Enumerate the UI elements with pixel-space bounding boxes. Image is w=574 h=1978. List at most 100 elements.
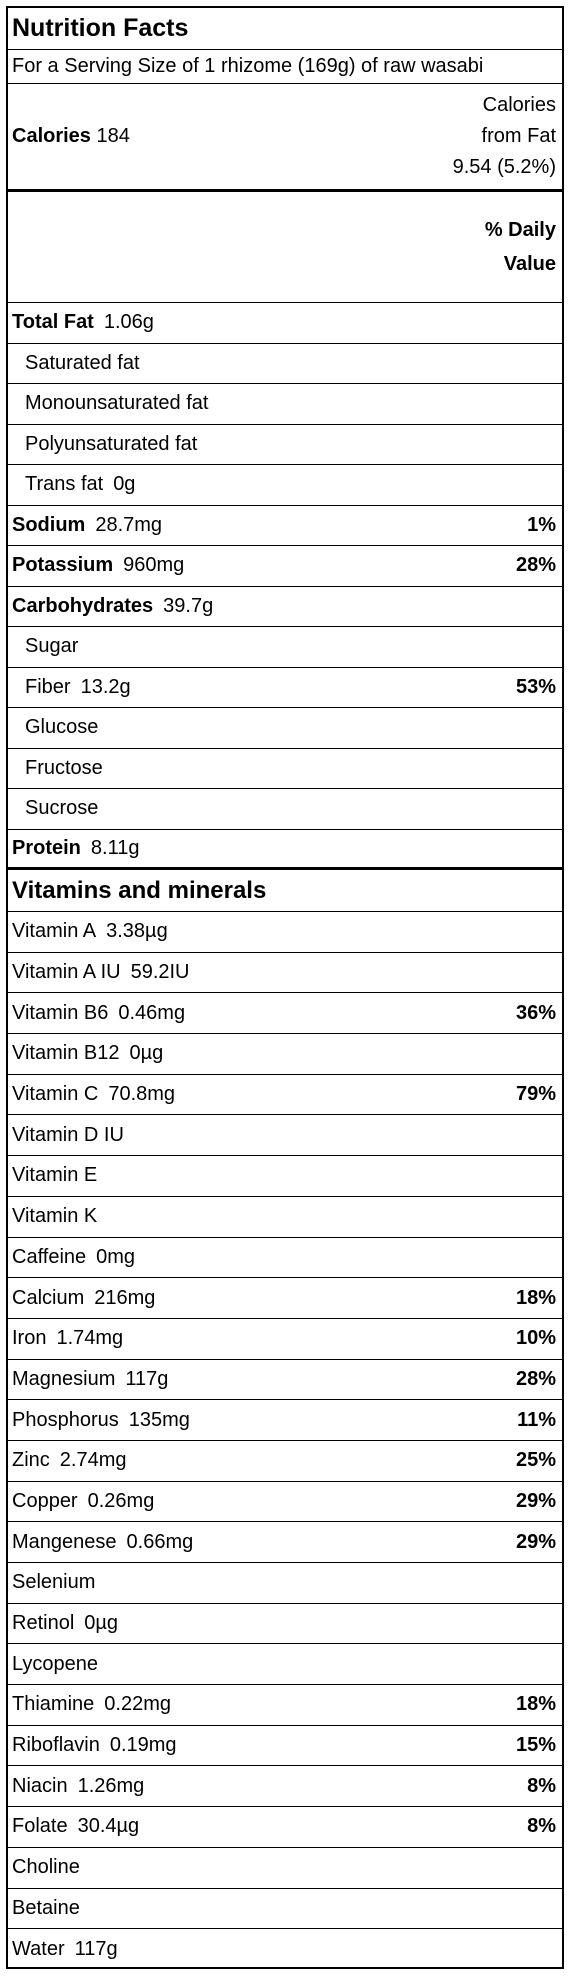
vitamin-name: Retinol — [12, 1612, 75, 1635]
daily-value-line1: % Daily — [484, 219, 556, 241]
nutrient-name: Polyunsaturated fat — [25, 432, 198, 455]
vitamin-name: Vitamin B6 — [12, 1001, 109, 1024]
vitamin-row: Vitamin A IU 59.2IU — [8, 953, 562, 994]
calories-from-fat-value: 9.54 (5.2%) — [452, 156, 556, 178]
calories-row: Calories 184 Calories from Fat 9.54 (5.2… — [8, 84, 562, 192]
vitamin-row: Thiamine 0.22mg 18% — [8, 1685, 562, 1726]
nutrient-name: Sodium — [12, 513, 86, 536]
vitamin-name: Water — [12, 1938, 65, 1961]
vitamin-amount: 0µg — [84, 1612, 119, 1635]
nutrient-name: Saturated fat — [25, 351, 140, 374]
vitamin-amount: 0.22mg — [104, 1693, 171, 1716]
nutrient-name: Sucrose — [25, 797, 99, 820]
vitamin-daily-value: 29% — [515, 1530, 556, 1553]
vitamin-daily-value: 11% — [517, 1408, 556, 1431]
vitamin-amount: 2.74mg — [59, 1449, 127, 1472]
vitamin-daily-value: 8% — [527, 1815, 556, 1838]
vitamin-name: Iron — [12, 1327, 47, 1350]
vitamin-row: Vitamin C 70.8mg 79% — [8, 1075, 562, 1116]
nutrition-label: Nutrition Facts For a Serving Size of 1 … — [6, 6, 564, 1969]
calories-value: 184 — [96, 125, 130, 147]
vitamin-daily-value: 18% — [515, 1286, 556, 1309]
vitamin-row: Retinol 0µg — [8, 1604, 562, 1645]
vitamin-amount: 59.2IU — [130, 961, 190, 984]
nutrient-row: Monounsaturated fat — [8, 384, 562, 425]
nutrient-row: Sodium 28.7mg 1% — [8, 506, 562, 546]
vitamin-name: Phosphorus — [12, 1408, 119, 1431]
vitamin-row: Betaine — [8, 1889, 562, 1930]
vitamin-name: Copper — [12, 1489, 78, 1512]
daily-value-header: % Daily Value — [8, 192, 562, 303]
vitamin-daily-value: 8% — [527, 1774, 556, 1797]
vitamin-row: Caffeine 0mg — [8, 1238, 562, 1279]
label-title: Nutrition Facts — [8, 8, 562, 50]
vitamins-header: Vitamins and minerals — [8, 870, 562, 912]
vitamin-row: Iron 1.74mg 10% — [8, 1319, 562, 1360]
nutrient-daily-value: 53% — [515, 675, 556, 698]
vitamin-name: Caffeine — [12, 1245, 87, 1268]
vitamin-name: Vitamin E — [12, 1164, 98, 1187]
nutrient-row: Fiber 13.2g 53% — [8, 668, 562, 708]
vitamin-amount: 1.74mg — [56, 1327, 124, 1350]
vitamin-row: Zinc 2.74mg 25% — [8, 1441, 562, 1482]
vitamin-daily-value: 18% — [515, 1693, 556, 1716]
vitamin-daily-value: 10% — [515, 1327, 556, 1350]
vitamins-header-text: Vitamins and minerals — [12, 876, 267, 904]
calories-from-fat-line2: from Fat — [481, 125, 556, 147]
vitamin-row: Vitamin E — [8, 1156, 562, 1197]
vitamin-row: Vitamin A 3.38µg — [8, 912, 562, 953]
nutrient-amount: 0g — [113, 473, 136, 496]
title-text: Nutrition Facts — [12, 14, 189, 42]
nutrient-row: Fructose — [8, 749, 562, 789]
nutrient-name: Fructose — [25, 756, 103, 779]
vitamin-name: Niacin — [12, 1774, 68, 1797]
vitamin-amount: 70.8mg — [108, 1083, 176, 1106]
nutrient-row: Protein 8.11g — [8, 830, 562, 870]
nutrient-name: Protein — [12, 836, 81, 859]
vitamin-name: Zinc — [12, 1449, 50, 1472]
vitamin-row: Selenium — [8, 1563, 562, 1604]
vitamin-row: Mangenese 0.66mg 29% — [8, 1522, 562, 1563]
nutrient-row: Total Fat 1.06g — [8, 303, 562, 344]
vitamin-row: Magnesium 117g 28% — [8, 1360, 562, 1401]
vitamin-name: Vitamin K — [12, 1205, 98, 1228]
vitamin-name: Vitamin B12 — [12, 1042, 120, 1065]
vitamin-row: Water 117g — [8, 1929, 562, 1970]
vitamin-row: Vitamin K — [8, 1197, 562, 1238]
nutrient-name: Monounsaturated fat — [25, 392, 209, 415]
vitamin-name: Vitamin A IU — [12, 961, 121, 984]
nutrient-name: Potassium — [12, 554, 114, 577]
vitamin-daily-value: 28% — [515, 1367, 556, 1390]
vitamin-row: Vitamin B12 0µg — [8, 1034, 562, 1075]
nutrient-row: Polyunsaturated fat — [8, 425, 562, 465]
serving-size: For a Serving Size of 1 rhizome (169g) o… — [8, 50, 562, 84]
vitamin-daily-value: 25% — [515, 1449, 556, 1472]
nutrient-amount: 39.7g — [163, 594, 214, 617]
nutrient-amount: 8.11g — [90, 836, 140, 859]
vitamin-amount: 0µg — [129, 1042, 164, 1065]
calories-from-fat-line1: Calories — [482, 94, 556, 116]
nutrient-daily-value: 1% — [527, 513, 556, 536]
vitamin-amount: 0.46mg — [118, 1001, 186, 1024]
vitamin-name: Folate — [12, 1815, 68, 1838]
nutrient-row: Potassium 960mg 28% — [8, 546, 562, 587]
vitamin-name: Vitamin A — [12, 920, 97, 943]
nutrient-row: Sucrose — [8, 789, 562, 830]
nutrient-list: Total Fat 1.06g Saturated fat Monounsaturat… — [8, 303, 562, 870]
nutrient-row: Trans fat 0g — [8, 465, 562, 506]
vitamin-amount: 117g — [125, 1367, 169, 1390]
vitamin-row: Copper 0.26mg 29% — [8, 1482, 562, 1523]
vitamin-amount: 0.19mg — [109, 1734, 177, 1757]
vitamin-amount: 0.26mg — [87, 1489, 155, 1512]
vitamin-amount: 3.38µg — [106, 920, 168, 943]
nutrient-name: Total Fat — [12, 311, 94, 334]
nutrient-daily-value: 28% — [515, 554, 556, 577]
nutrient-amount: 28.7mg — [95, 513, 163, 536]
calories-total: Calories 184 — [12, 125, 453, 148]
nutrient-name: Sugar — [25, 635, 79, 658]
vitamin-row: Vitamin D IU — [8, 1115, 562, 1157]
nutrient-name: Fiber — [25, 675, 71, 698]
nutrient-amount: 1.06g — [103, 311, 154, 334]
vitamin-amount: 0mg — [96, 1245, 136, 1268]
nutrient-name: Trans fat — [25, 473, 104, 496]
